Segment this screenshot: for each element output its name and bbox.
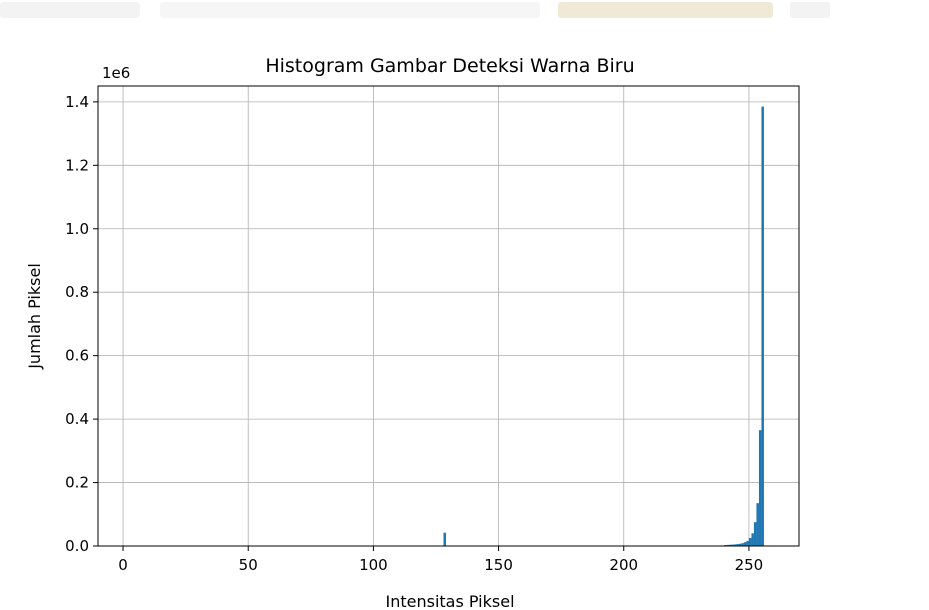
x-tick-label: 250 xyxy=(735,556,764,574)
x-tick-label: 150 xyxy=(484,556,513,574)
cropped-header-strip xyxy=(0,0,929,22)
y-tick-label: 1.4 xyxy=(65,93,89,111)
y-axis-ticks: 0.0 0.2 0.4 0.6 0.8 1.0 1.2 1.4 xyxy=(65,93,98,555)
grid-lines xyxy=(98,86,799,547)
y-tick-label: 1.2 xyxy=(65,156,89,174)
histogram-bars xyxy=(443,106,764,546)
y-tick-label: 0.4 xyxy=(65,410,89,428)
histogram-bar xyxy=(746,540,749,546)
histogram-bar xyxy=(743,542,747,546)
histogram-bar xyxy=(733,544,737,546)
histogram-bar xyxy=(736,544,739,546)
histogram-bar xyxy=(738,543,742,546)
x-tick-label: 50 xyxy=(239,556,258,574)
x-tick-label: 0 xyxy=(118,556,128,574)
histogram-bar xyxy=(753,522,757,546)
y-offset-label: 1e6 xyxy=(102,64,130,82)
y-tick-label: 0.0 xyxy=(65,537,89,555)
histogram-bar xyxy=(741,543,744,546)
axes-frame xyxy=(97,85,800,547)
histogram-bar xyxy=(728,544,732,546)
histogram-bar xyxy=(761,106,764,546)
x-axis-label: Intensitas Piksel xyxy=(385,592,514,610)
x-axis-ticks: 0 50 100 150 200 250 xyxy=(118,546,763,574)
y-axis-label: Jumlah Piksel xyxy=(25,263,44,370)
histogram-bar xyxy=(731,544,734,546)
histogram-bar xyxy=(751,533,754,546)
x-tick-label: 100 xyxy=(359,556,388,574)
y-tick-label: 0.8 xyxy=(65,283,89,301)
histogram-bar xyxy=(756,503,759,546)
histogram-bar xyxy=(726,544,729,546)
y-tick-label: 0.6 xyxy=(65,347,89,365)
chart-title: Histogram Gambar Deteksi Warna Biru xyxy=(265,55,634,77)
histogram-bar xyxy=(748,538,752,546)
histogram-bar xyxy=(443,532,446,546)
y-tick-label: 1.0 xyxy=(65,220,89,238)
x-tick-label: 200 xyxy=(609,556,638,574)
y-tick-label: 0.2 xyxy=(65,474,89,492)
histogram-bar xyxy=(758,430,762,546)
